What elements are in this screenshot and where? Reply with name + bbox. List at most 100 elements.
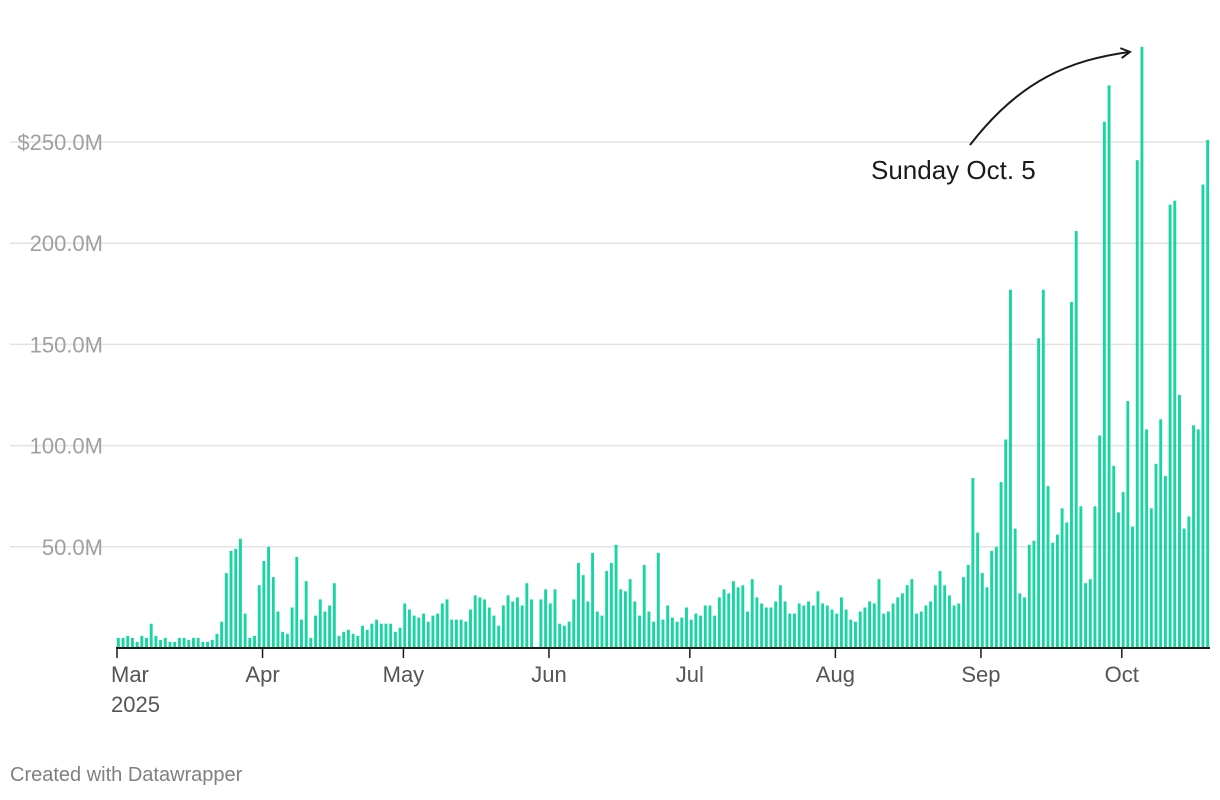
bar (497, 625, 501, 648)
bar (300, 619, 303, 648)
bar (1116, 512, 1120, 648)
bar (1173, 200, 1177, 648)
x-tick-label: Jul (676, 662, 704, 687)
bar (163, 637, 167, 648)
bar (520, 605, 524, 648)
bar (633, 601, 637, 648)
bar (408, 609, 411, 648)
bar (487, 607, 491, 648)
bar (459, 619, 463, 648)
bar (619, 589, 623, 648)
bar (1041, 289, 1045, 648)
bar (1088, 579, 1092, 648)
bar (699, 615, 703, 648)
bar (206, 641, 210, 648)
bar (445, 599, 449, 648)
bar (985, 587, 989, 648)
bar (224, 573, 228, 648)
bar (248, 637, 252, 648)
bar (403, 603, 407, 648)
bar (586, 601, 590, 648)
bar (868, 601, 872, 648)
bar (558, 623, 562, 648)
bar (727, 593, 731, 648)
bar (473, 595, 477, 648)
y-axis-ticks: 50.0M 100.0M 150.0M 200.0M $250.0M (17, 130, 103, 560)
bar (731, 581, 735, 648)
bar (501, 605, 505, 648)
bar (577, 562, 580, 648)
bar (426, 621, 430, 648)
bar (957, 603, 961, 648)
bar (858, 611, 862, 648)
bar (1009, 289, 1012, 648)
bar (506, 595, 510, 648)
bar (713, 615, 717, 648)
bar (281, 631, 285, 648)
bar (1154, 463, 1158, 648)
bar (478, 597, 482, 648)
bar (1168, 204, 1172, 649)
bar (910, 579, 914, 648)
bar (844, 609, 848, 648)
bar (778, 585, 782, 648)
bar (656, 552, 660, 648)
bar (1013, 528, 1017, 648)
bar (952, 605, 956, 648)
bar (703, 605, 707, 648)
bar (717, 597, 721, 648)
x-tick-label: Sep (961, 662, 1000, 687)
annotation-label: Sunday Oct. 5 (871, 155, 1036, 185)
bar (154, 635, 158, 648)
gridlines (10, 141, 1210, 548)
bar (215, 633, 219, 648)
bar (192, 637, 195, 648)
bar (328, 605, 332, 648)
bar (962, 577, 965, 648)
bar (1032, 540, 1036, 648)
bar (1206, 139, 1210, 649)
bar (788, 613, 792, 648)
bar (530, 599, 533, 648)
bar (572, 599, 576, 648)
bar (774, 601, 778, 648)
bar (511, 601, 515, 648)
bar (562, 625, 566, 648)
bar (689, 619, 693, 648)
x-tick-label: Aug (816, 662, 855, 687)
bar (1107, 85, 1111, 648)
bar (863, 607, 867, 648)
bar (422, 613, 425, 648)
bar (544, 589, 548, 648)
bar (116, 637, 120, 648)
bar (126, 635, 130, 648)
bar (1060, 508, 1064, 648)
bar (314, 615, 317, 648)
bar (1178, 395, 1181, 648)
bar (177, 637, 181, 648)
x-tick-label: May (383, 662, 425, 687)
bar (929, 601, 933, 648)
bar (661, 619, 665, 648)
bar (276, 611, 280, 648)
bar (309, 637, 313, 648)
bar (760, 603, 764, 648)
bar (1112, 465, 1116, 648)
bar (285, 633, 289, 648)
y-tick-label: 150.0M (30, 332, 103, 357)
bar (1055, 534, 1059, 648)
bar (999, 482, 1003, 648)
annotation-arrow (969, 47, 1132, 146)
bar (938, 571, 942, 648)
bar (638, 615, 641, 648)
bar (755, 597, 759, 648)
bar (130, 637, 134, 648)
bar (591, 552, 595, 648)
bar (750, 579, 754, 648)
bar (1023, 597, 1026, 648)
bar (159, 639, 163, 648)
bar (1046, 486, 1050, 648)
bar (835, 613, 839, 648)
bar (896, 597, 900, 648)
bar (417, 617, 421, 648)
